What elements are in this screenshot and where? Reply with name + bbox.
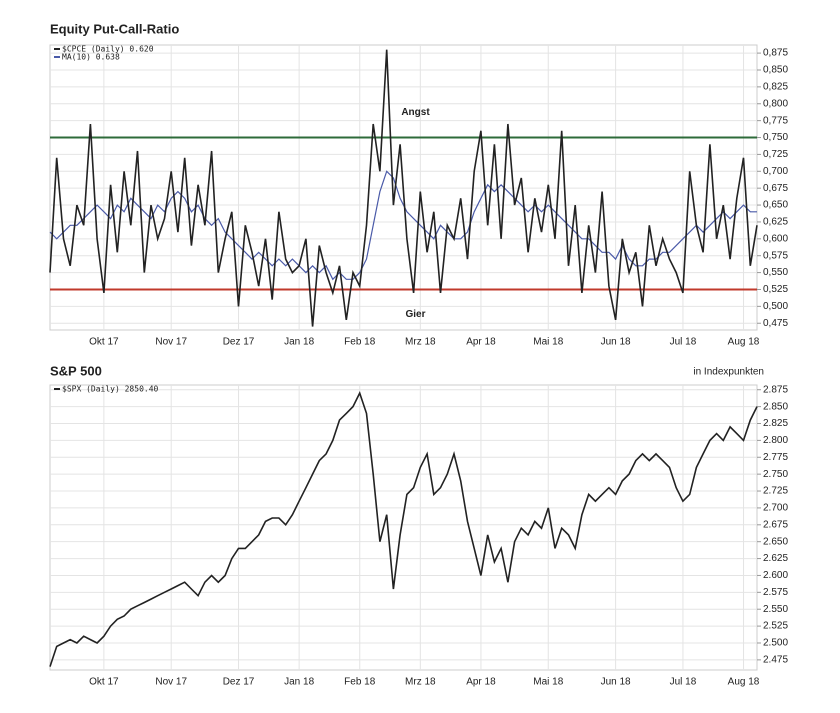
y-tick-label: 2.550 xyxy=(763,604,788,615)
y-tick-label: 2.600 xyxy=(763,570,788,581)
y-tick-label: 0,750 xyxy=(763,132,788,143)
y-tick-label: 0,875 xyxy=(763,48,788,59)
legend-label: $CPCE (Daily) 0.620 xyxy=(62,45,154,54)
y-tick-label: 2.575 xyxy=(763,587,788,598)
y-tick-label: 2.875 xyxy=(763,384,788,395)
y-tick-label: 0,550 xyxy=(763,267,788,278)
y-tick-label: 2.650 xyxy=(763,536,788,547)
legend-label: MA(10) 0.638 xyxy=(62,53,120,62)
x-tick-label: Mai 18 xyxy=(533,337,563,348)
y-tick-label: 0,500 xyxy=(763,301,788,312)
x-tick-label: Mrz 18 xyxy=(405,337,436,348)
x-tick-label: Dez 17 xyxy=(223,677,255,688)
y-tick-label: 2.750 xyxy=(763,469,788,480)
y-tick-label: 0,625 xyxy=(763,217,788,228)
y-tick-label: 2.725 xyxy=(763,486,788,497)
plot-area xyxy=(49,44,758,331)
x-tick-label: Jul 18 xyxy=(670,677,697,688)
chart-title: Equity Put-Call-Ratio xyxy=(50,21,179,36)
chart-subtitle: in Indexpunkten xyxy=(693,367,764,378)
x-tick-label: Nov 17 xyxy=(155,677,187,688)
y-tick-label: 0,825 xyxy=(763,82,788,93)
x-tick-label: Mai 18 xyxy=(533,677,563,688)
y-tick-label: 0,800 xyxy=(763,98,788,109)
y-tick-label: 2.775 xyxy=(763,452,788,463)
y-tick-label: 2.850 xyxy=(763,401,788,412)
y-tick-label: 2.825 xyxy=(763,418,788,429)
y-tick-label: 0,675 xyxy=(763,183,788,194)
y-tick-label: 0,575 xyxy=(763,250,788,261)
x-tick-label: Aug 18 xyxy=(728,677,760,688)
y-tick-label: 0,850 xyxy=(763,65,788,76)
y-tick-label: 0,525 xyxy=(763,284,788,295)
y-tick-label: 0,775 xyxy=(763,115,788,126)
plot-area xyxy=(49,384,758,671)
y-tick-label: 2.675 xyxy=(763,519,788,530)
y-tick-label: 2.625 xyxy=(763,553,788,564)
y-tick-label: 2.700 xyxy=(763,503,788,514)
x-tick-label: Jul 18 xyxy=(670,337,697,348)
x-tick-label: Nov 17 xyxy=(155,337,187,348)
chart-title: S&P 500 xyxy=(50,363,102,378)
x-tick-label: Feb 18 xyxy=(344,677,376,688)
x-tick-label: Okt 17 xyxy=(89,337,119,348)
x-tick-label: Dez 17 xyxy=(223,337,255,348)
y-tick-label: 0,700 xyxy=(763,166,788,177)
y-tick-label: 0,650 xyxy=(763,200,788,211)
y-tick-label: 0,475 xyxy=(763,318,788,329)
x-tick-label: Aug 18 xyxy=(728,337,760,348)
series-line xyxy=(49,170,757,281)
y-tick-label: 2.500 xyxy=(763,638,788,649)
legend-label: $SPX (Daily) 2850.40 xyxy=(62,385,159,394)
x-tick-label: Jun 18 xyxy=(601,337,631,348)
x-tick-label: Jan 18 xyxy=(284,677,314,688)
x-tick-label: Apr 18 xyxy=(466,677,496,688)
x-tick-label: Mrz 18 xyxy=(405,677,436,688)
series-line xyxy=(49,391,758,667)
y-tick-label: 0,725 xyxy=(763,149,788,160)
annotation: Angst xyxy=(401,107,430,118)
y-tick-label: 2.475 xyxy=(763,655,788,666)
annotation: Gier xyxy=(405,309,425,320)
x-tick-label: Jun 18 xyxy=(601,677,631,688)
y-tick-label: 2.800 xyxy=(763,435,788,446)
y-tick-label: 2.525 xyxy=(763,621,788,632)
y-tick-label: 0,600 xyxy=(763,233,788,244)
x-tick-label: Apr 18 xyxy=(466,337,496,348)
x-tick-label: Jan 18 xyxy=(284,337,314,348)
x-tick-label: Okt 17 xyxy=(89,677,119,688)
series-line xyxy=(49,49,758,327)
x-tick-label: Feb 18 xyxy=(344,337,376,348)
